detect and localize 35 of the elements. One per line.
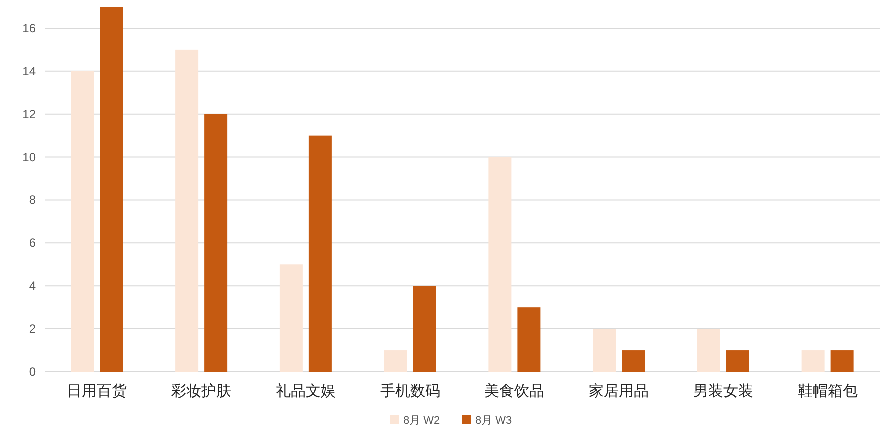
x-tick-label: 礼品文娱 — [276, 383, 336, 400]
bar — [593, 329, 616, 372]
legend-label: 8月 W3 — [476, 415, 512, 427]
x-tick-label: 美食饮品 — [484, 383, 545, 400]
bar — [280, 264, 303, 372]
bar — [308, 136, 332, 372]
bar — [384, 350, 408, 372]
y-tick-label: 6 — [29, 236, 36, 250]
x-tick-label: 彩妆护肤 — [172, 383, 232, 400]
x-tick-label: 家居用品 — [589, 383, 650, 400]
y-tick-label: 8 — [29, 193, 36, 208]
y-tick-label: 16 — [22, 21, 36, 36]
y-tick-label: 12 — [22, 107, 36, 122]
bar — [518, 308, 541, 372]
legend-label: 8月 W2 — [404, 415, 440, 427]
x-tick-label: 鞋帽箱包 — [798, 383, 858, 400]
x-tick-label: 手机数码 — [380, 383, 440, 400]
y-tick-label: 14 — [22, 64, 36, 78]
y-tick-label: 0 — [29, 365, 36, 379]
bar — [830, 350, 854, 372]
bar — [726, 350, 750, 372]
bar — [71, 71, 94, 372]
bar — [100, 7, 124, 372]
y-tick-label: 2 — [29, 322, 36, 336]
bar — [622, 350, 646, 372]
bar — [413, 286, 436, 372]
x-tick-label: 男装女装 — [693, 383, 754, 400]
bar — [204, 114, 228, 372]
bar — [697, 329, 720, 372]
y-tick-label: 10 — [22, 150, 36, 164]
y-tick-label: 4 — [29, 279, 36, 294]
bar — [488, 157, 512, 372]
bar — [176, 50, 199, 372]
x-tick-label: 日用百货 — [67, 383, 128, 400]
bar — [802, 350, 825, 372]
